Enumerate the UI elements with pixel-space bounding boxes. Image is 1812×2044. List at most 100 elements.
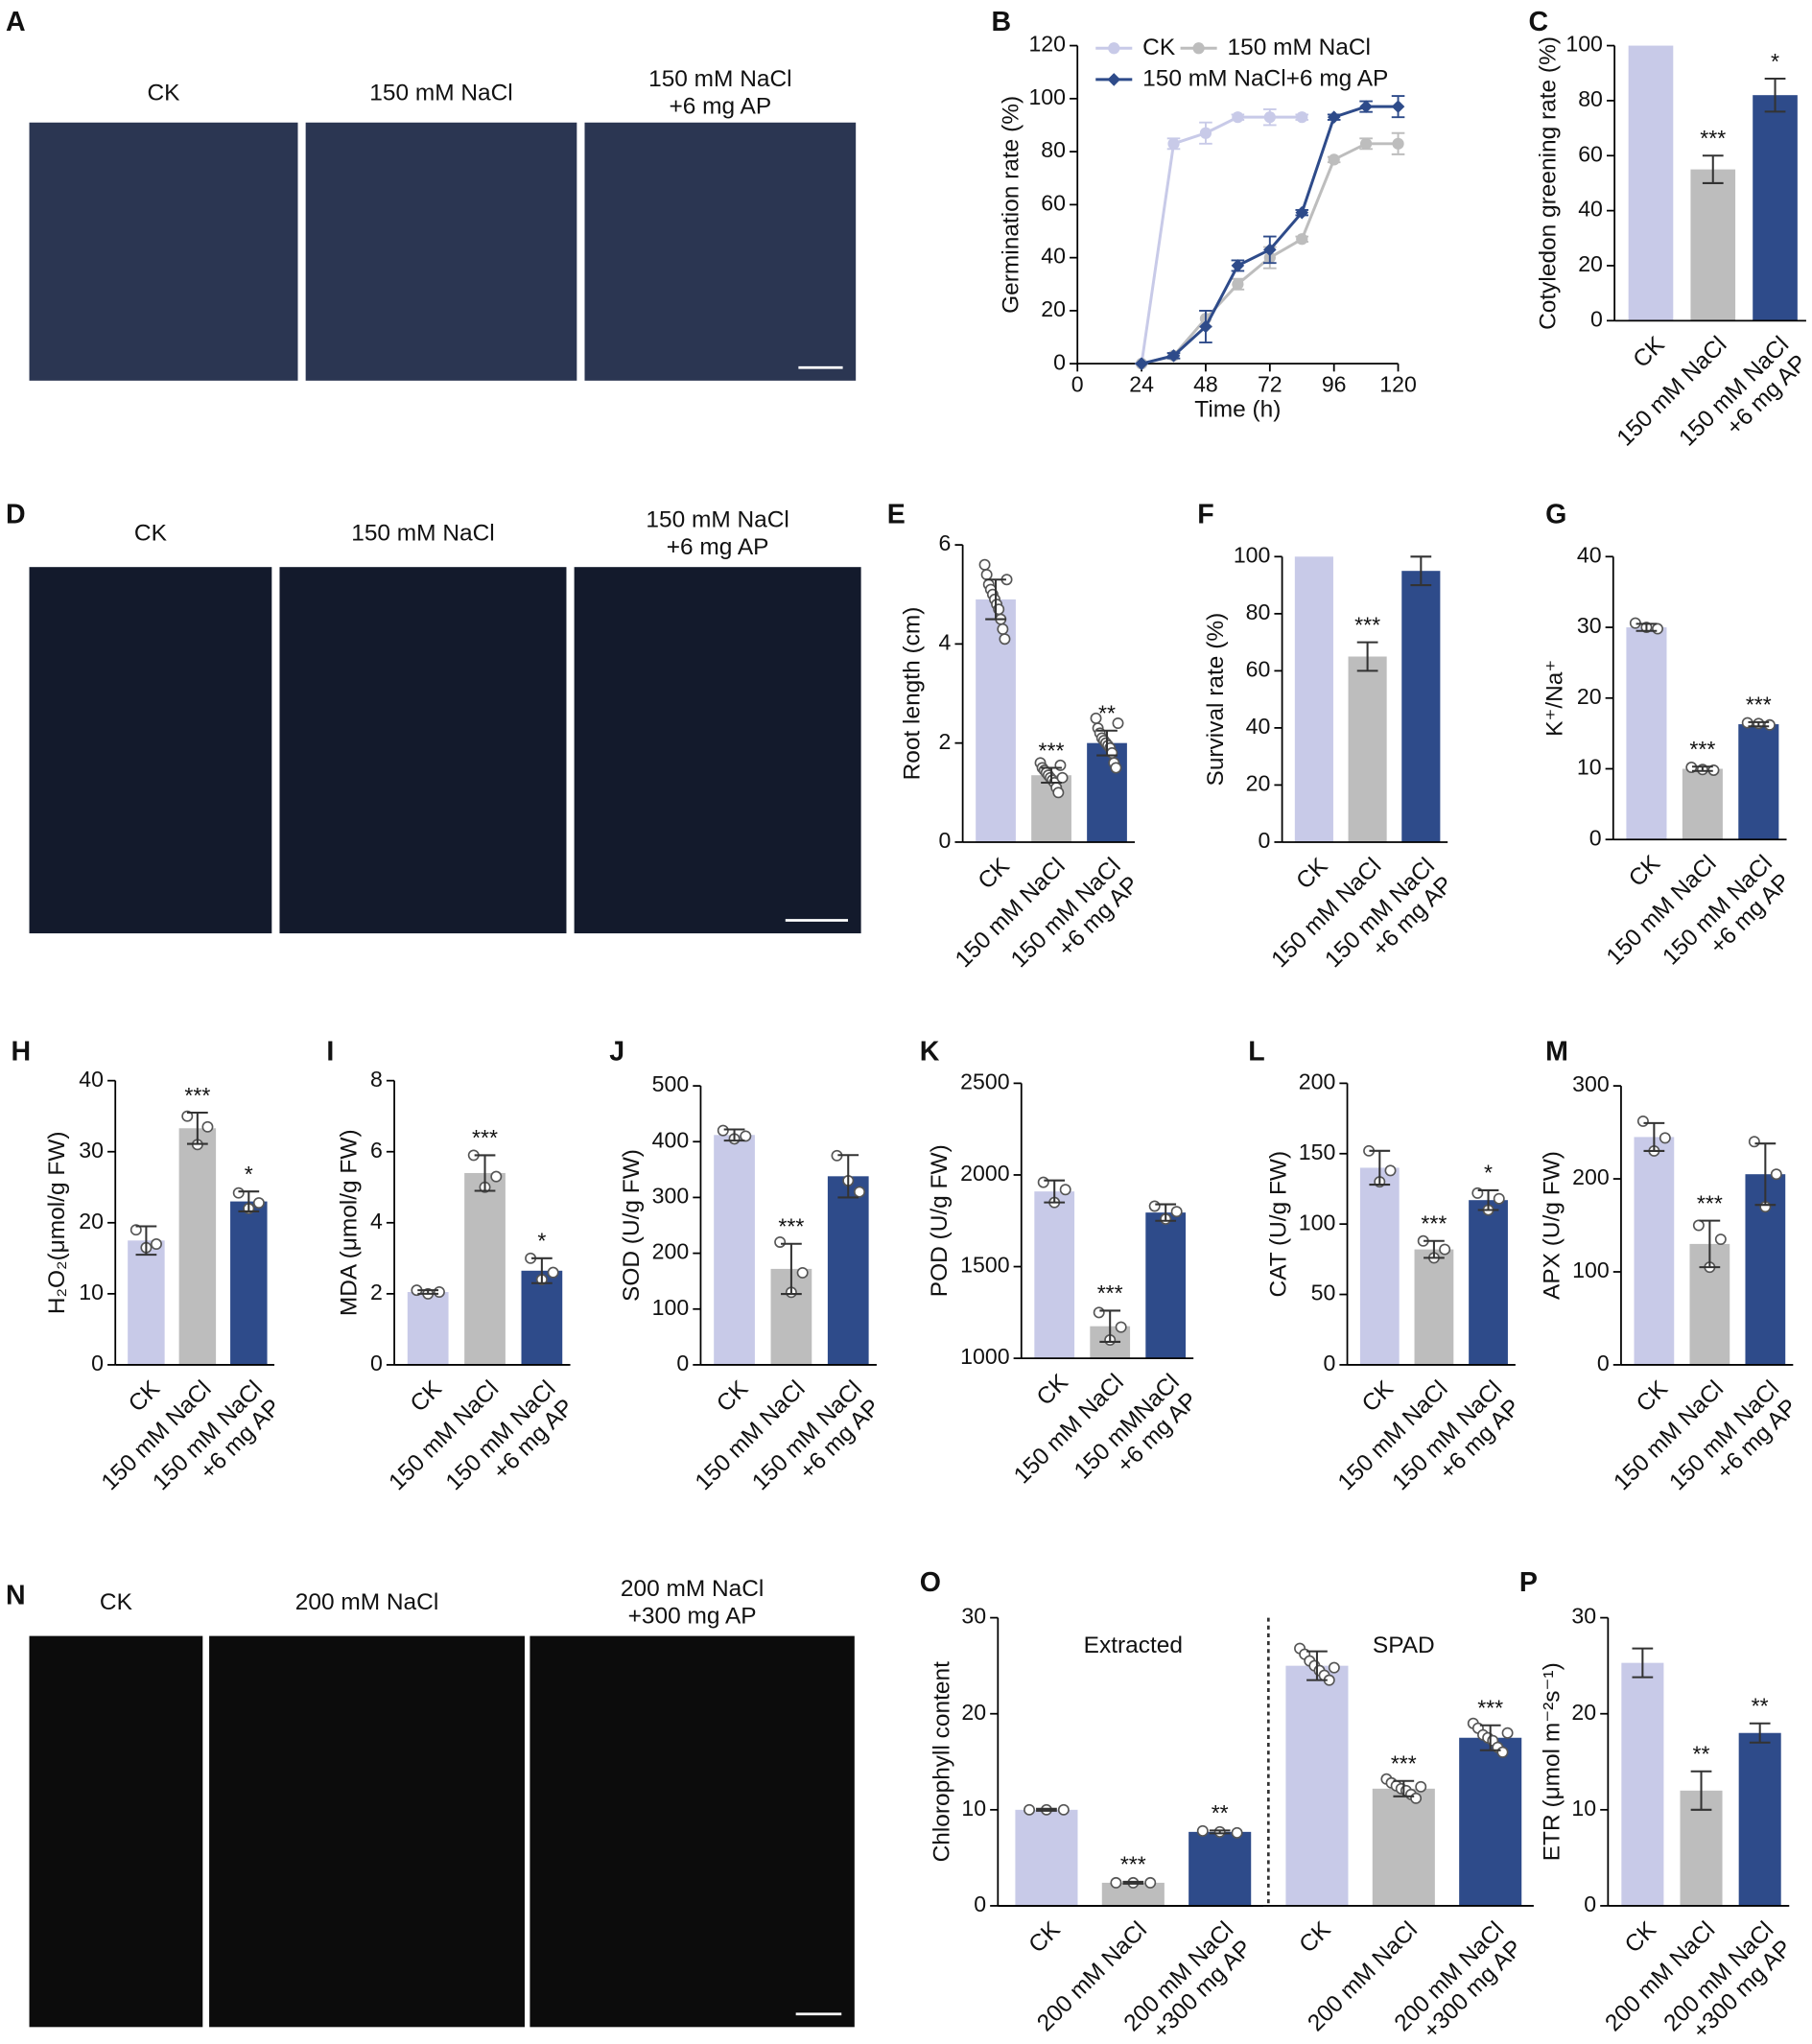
data-point bbox=[1059, 1184, 1071, 1196]
error-bar bbox=[1122, 1880, 1144, 1885]
y-tick-label: 80 bbox=[1246, 599, 1271, 624]
photo-label: 200 mM NaCl bbox=[621, 1576, 764, 1602]
data-point bbox=[1112, 717, 1124, 729]
data-point bbox=[1110, 762, 1122, 774]
series-marker bbox=[1232, 278, 1244, 291]
y-axis-label: MDA (μmol/g FW) bbox=[336, 1129, 362, 1316]
bar bbox=[1690, 169, 1736, 321]
x-tick-label: CK bbox=[1295, 1916, 1337, 1959]
group-label: SPAD bbox=[1373, 1633, 1435, 1658]
error-bar bbox=[1699, 1219, 1721, 1269]
data-point bbox=[796, 1266, 809, 1279]
data-point bbox=[1659, 1132, 1671, 1144]
y-tick-label: 6 bbox=[370, 1138, 383, 1163]
panel-letter: H bbox=[12, 1037, 32, 1068]
panel-letter: B bbox=[992, 7, 1012, 37]
data-point bbox=[232, 1186, 245, 1199]
data-point bbox=[1748, 1136, 1760, 1148]
significance: * bbox=[537, 1229, 546, 1254]
error-bar bbox=[1690, 1770, 1712, 1811]
significance: *** bbox=[1746, 693, 1772, 717]
y-tick-label: 30 bbox=[1577, 613, 1602, 638]
y-tick-label: 4 bbox=[939, 629, 952, 654]
data-point bbox=[1052, 787, 1065, 799]
legend-label: 150 mM NaCl+6 mg AP bbox=[1142, 65, 1388, 91]
panel-letter: J bbox=[609, 1037, 624, 1068]
bar bbox=[230, 1201, 268, 1365]
significance: *** bbox=[1697, 1190, 1723, 1215]
x-tick-label: 24 bbox=[1129, 371, 1154, 396]
series-marker bbox=[1391, 100, 1405, 113]
x-axis-label: Time (h) bbox=[1194, 397, 1281, 423]
y-tick-label: 120 bbox=[1028, 32, 1066, 57]
error-bar bbox=[1702, 154, 1724, 184]
significance: ** bbox=[1693, 1742, 1710, 1767]
error-bar bbox=[1096, 729, 1118, 757]
x-tick-label: CK bbox=[1624, 850, 1666, 892]
y-tick-label: 60 bbox=[1041, 190, 1066, 215]
error-bar bbox=[474, 1154, 496, 1192]
group-label: Extracted bbox=[1084, 1633, 1183, 1658]
y-tick-label: 400 bbox=[652, 1127, 690, 1152]
y-tick-label: 80 bbox=[1578, 86, 1603, 111]
x-tick-label: 120 bbox=[1379, 371, 1417, 396]
bar bbox=[1372, 1788, 1435, 1906]
x-tick-label: CK bbox=[1357, 1375, 1400, 1418]
bar bbox=[1294, 556, 1333, 842]
significance: *** bbox=[1039, 738, 1065, 763]
data-point bbox=[1144, 1876, 1157, 1889]
x-tick-label: CK bbox=[1032, 1369, 1074, 1411]
data-point bbox=[1328, 1661, 1340, 1674]
bar bbox=[1359, 1167, 1400, 1365]
error-bar bbox=[1036, 1807, 1057, 1812]
y-axis-label: H₂O₂(μmol/g FW) bbox=[44, 1131, 70, 1314]
significance: * bbox=[1484, 1161, 1493, 1186]
series-marker bbox=[1328, 153, 1340, 166]
data-point bbox=[1692, 1219, 1705, 1232]
y-tick-label: 30 bbox=[1571, 1604, 1596, 1629]
data-point bbox=[978, 558, 991, 571]
y-tick-label: 100 bbox=[1299, 1210, 1336, 1234]
data-point bbox=[1170, 1206, 1183, 1218]
photo-label: 150 mM NaCl bbox=[351, 521, 494, 547]
error-bar bbox=[781, 1242, 802, 1296]
panel-letter: O bbox=[920, 1567, 941, 1598]
error-bar bbox=[1479, 1724, 1501, 1751]
y-tick-label: 500 bbox=[652, 1071, 690, 1096]
y-axis-label: Chlorophyll content bbox=[930, 1661, 955, 1863]
data-point bbox=[1115, 1321, 1127, 1333]
panel-letter: A bbox=[6, 7, 26, 37]
y-tick-label: 0 bbox=[1584, 1891, 1596, 1916]
y-tick-label: 0 bbox=[1259, 828, 1271, 853]
data-point bbox=[181, 1110, 194, 1122]
bar bbox=[1401, 571, 1441, 842]
data-point bbox=[1493, 1192, 1505, 1205]
data-point bbox=[1636, 1115, 1649, 1127]
bar bbox=[1015, 1809, 1078, 1906]
y-tick-label: 10 bbox=[1571, 1796, 1596, 1821]
photo-label: CK bbox=[134, 521, 168, 547]
error-bar bbox=[135, 1225, 157, 1257]
y-tick-label: 40 bbox=[79, 1067, 104, 1092]
error-bar bbox=[1748, 720, 1770, 728]
bar bbox=[521, 1270, 563, 1365]
series-line bbox=[1141, 105, 1399, 365]
data-point bbox=[201, 1120, 214, 1133]
photo-label: 150 mM NaCl bbox=[646, 506, 788, 532]
bar bbox=[1753, 95, 1798, 321]
series-marker bbox=[1232, 111, 1244, 124]
data-point bbox=[1057, 1803, 1070, 1816]
x-tick-label: CK bbox=[1024, 1916, 1067, 1959]
photo-label: +300 mg AP bbox=[628, 1603, 757, 1629]
y-tick-label: 0 bbox=[1589, 825, 1602, 850]
bar bbox=[1621, 1662, 1664, 1906]
photo-label: 150 mM NaCl bbox=[369, 80, 512, 106]
y-tick-label: 40 bbox=[1246, 714, 1271, 739]
photo bbox=[279, 567, 567, 934]
x-tick-label: CK bbox=[1632, 1375, 1674, 1418]
y-axis-label: SOD (U/g FW) bbox=[619, 1149, 645, 1302]
bar bbox=[464, 1172, 506, 1365]
error-bar bbox=[417, 1289, 439, 1295]
significance: * bbox=[1771, 49, 1779, 74]
error-bar bbox=[1749, 1722, 1771, 1744]
